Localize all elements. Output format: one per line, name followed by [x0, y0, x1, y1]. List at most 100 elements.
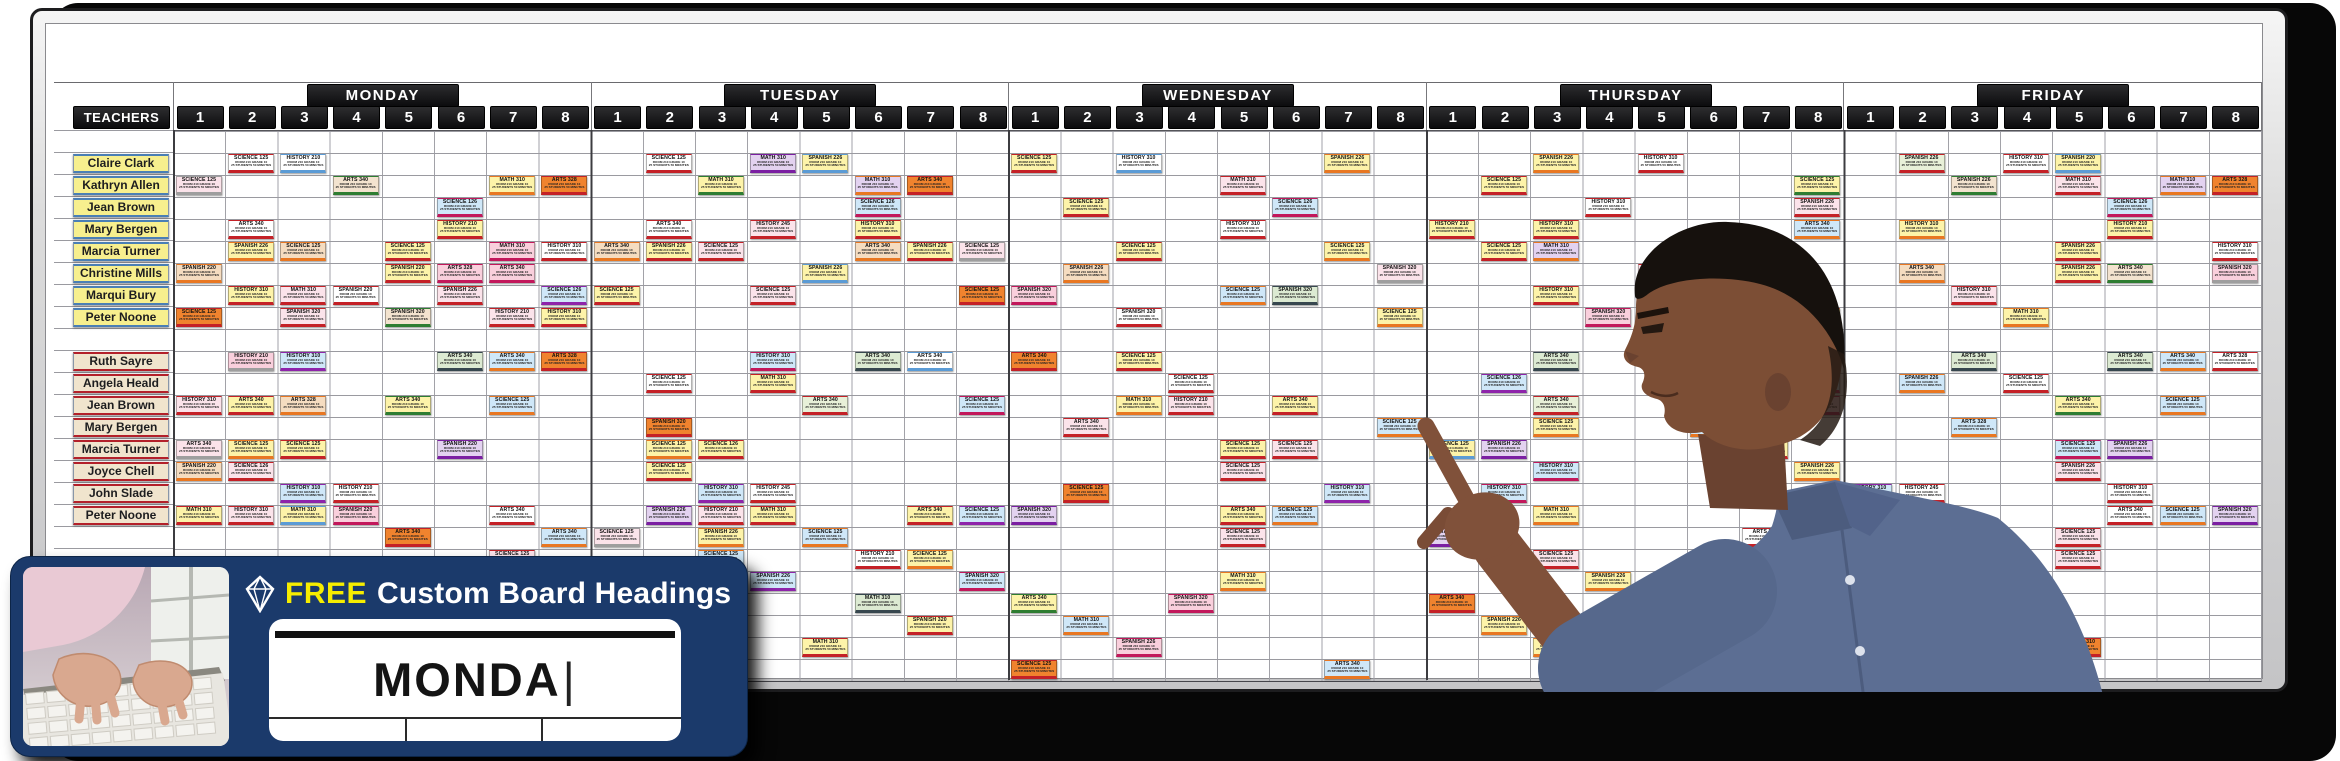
class-card[interactable]: ARTS 328 ROOM 210 GRADE 10 25 STUDENTS 50 … — [280, 395, 327, 415]
teacher-magnet[interactable]: Claire Clark — [73, 153, 169, 173]
teacher-magnet[interactable]: Marcia Turner — [73, 439, 169, 459]
class-card[interactable]: HISTORY 210 ROOM 210 GRADE 10 25 STUDENTS … — [1167, 395, 1214, 415]
teacher-magnet[interactable]: Joyce Chell — [73, 461, 169, 481]
teacher-magnet[interactable]: Marqui Bury — [73, 285, 169, 305]
teacher-magnet[interactable]: Ruth Sayre — [73, 351, 169, 371]
class-card[interactable]: ARTS 328 ROOM 210 GRADE 10 25 STUDENTS 50 … — [437, 263, 483, 283]
class-card[interactable]: HISTORY 210 ROOM 210 GRADE 10 25 STUDENTS … — [489, 307, 536, 327]
class-card[interactable]: ARTS 328 ROOM 210 GRADE 10 25 STUDENTS 50 … — [541, 351, 588, 371]
teacher-magnet[interactable]: Marcia Turner — [73, 241, 169, 261]
teacher-magnet[interactable]: Jean Brown — [73, 395, 169, 415]
class-card[interactable]: HISTORY 210 ROOM 210 GRADE 10 25 STUDENTS … — [854, 549, 901, 569]
teacher-magnet[interactable]: Christine Mills — [73, 263, 169, 283]
class-card[interactable]: HISTORY 210 ROOM 210 GRADE 10 25 STUDENTS … — [437, 219, 483, 239]
class-card[interactable]: HISTORY 210 ROOM 210 GRADE 10 25 STUDENTS … — [2107, 219, 2154, 239]
